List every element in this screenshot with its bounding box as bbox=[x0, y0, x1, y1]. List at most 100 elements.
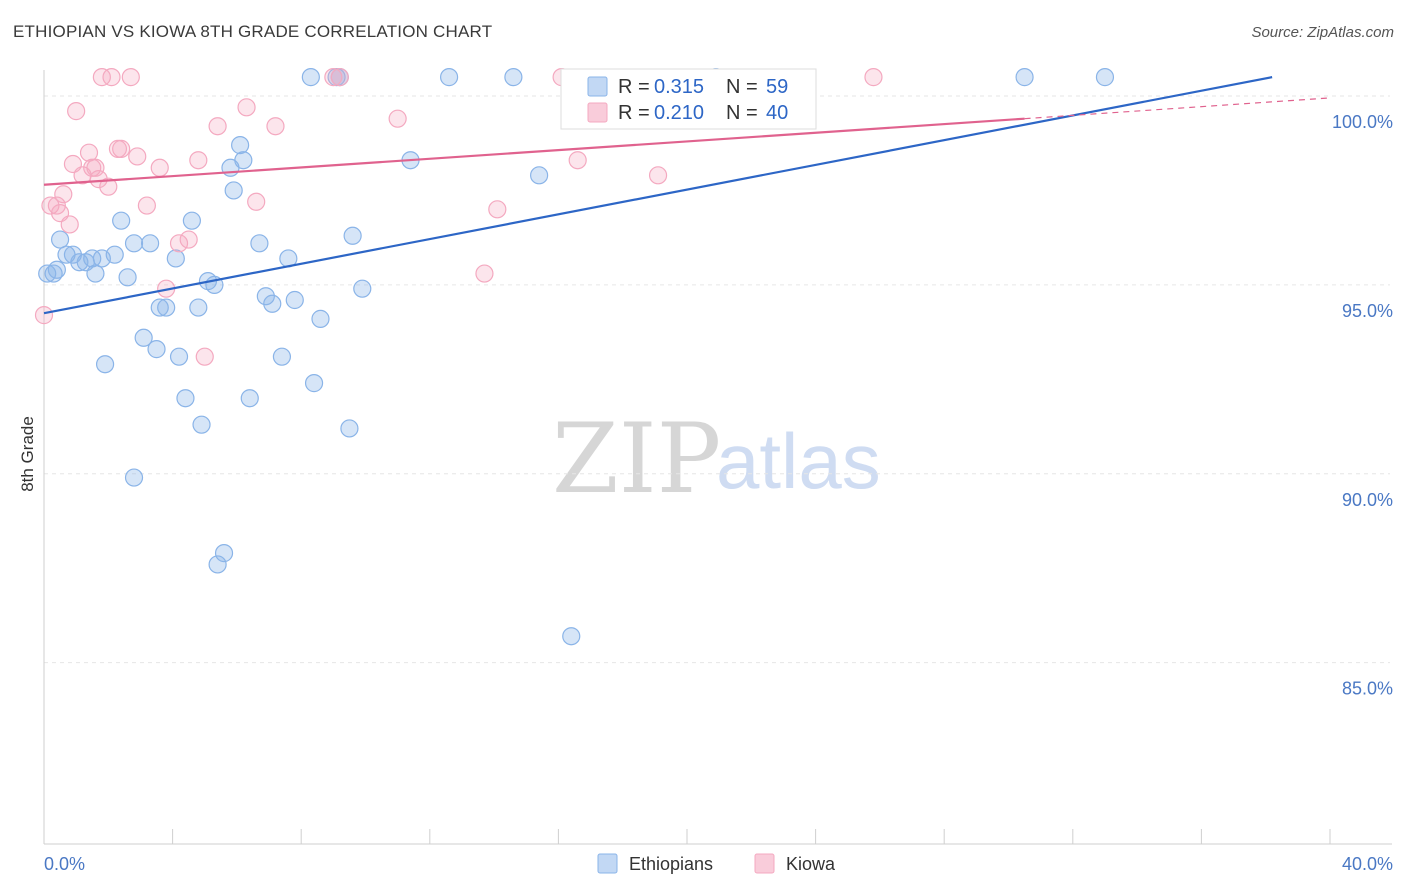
point-kiowa bbox=[648, 166, 668, 185]
point-kiowa bbox=[50, 204, 70, 223]
point-ethiopians bbox=[304, 374, 324, 393]
point-kiowa bbox=[34, 306, 54, 325]
trendline-ethiopians bbox=[43, 76, 1273, 315]
y-tick-label: 85.0% bbox=[1342, 679, 1393, 699]
point-ethiopians bbox=[38, 264, 57, 283]
point-ethiopians bbox=[105, 245, 124, 264]
point-ethiopians bbox=[240, 389, 259, 408]
watermark: ZIP atlas bbox=[552, 403, 881, 515]
point-kiowa bbox=[89, 170, 108, 189]
stats-swatch-ethiopians bbox=[587, 76, 608, 97]
point-ethiopians bbox=[112, 211, 131, 230]
point-ethiopians bbox=[208, 555, 227, 574]
x-tick-label-min: 0.0% bbox=[44, 854, 85, 874]
point-ethiopians bbox=[95, 355, 115, 374]
chart-title: ETHIOPIAN VS KIOWA 8TH GRADE CORRELATION… bbox=[13, 22, 493, 41]
x-tick-label-max: 40.0% bbox=[1342, 854, 1393, 874]
point-kiowa bbox=[41, 196, 60, 215]
y-tick-label: 100.0% bbox=[1332, 112, 1393, 132]
point-ethiopians bbox=[147, 340, 166, 359]
stats-legend: R = 0.315 N = 59 R = 0.210 N = 40 bbox=[560, 68, 817, 130]
point-ethiopians bbox=[301, 68, 320, 87]
watermark-zip: ZIP bbox=[552, 403, 721, 515]
point-ethiopians bbox=[124, 234, 144, 253]
point-ethiopians bbox=[176, 389, 195, 408]
source-label: Source: ZipAtlas.com bbox=[1251, 24, 1394, 41]
y-tick-label: 90.0% bbox=[1342, 490, 1393, 510]
point-ethiopians bbox=[234, 151, 253, 170]
point-ethiopians bbox=[192, 415, 211, 434]
point-ethiopians bbox=[166, 249, 185, 268]
point-ethiopians bbox=[353, 279, 372, 298]
y-axis-label: 8th Grade bbox=[18, 416, 37, 492]
point-ethiopians bbox=[214, 544, 234, 563]
trendline-kiowa bbox=[43, 117, 1025, 186]
point-kiowa bbox=[330, 68, 349, 87]
point-ethiopians bbox=[1095, 68, 1115, 87]
stats-r-value-kiowa: 0.210 bbox=[654, 102, 704, 124]
point-ethiopians bbox=[340, 419, 359, 438]
point-ethiopians bbox=[439, 68, 459, 87]
point-ethiopians bbox=[530, 166, 549, 185]
point-ethiopians bbox=[169, 347, 189, 366]
stats-n-value-ethiopians: 59 bbox=[766, 76, 788, 98]
point-kiowa bbox=[86, 158, 105, 177]
point-kiowa bbox=[208, 117, 227, 136]
stats-swatch-kiowa bbox=[587, 102, 608, 123]
stats-n-label-ethiopians: N = bbox=[726, 76, 758, 98]
point-kiowa bbox=[864, 68, 883, 87]
stats-r-label-kiowa: R = bbox=[618, 102, 650, 124]
point-kiowa bbox=[54, 185, 73, 204]
point-kiowa bbox=[488, 200, 507, 219]
point-ethiopians bbox=[182, 211, 201, 230]
point-kiowa bbox=[568, 151, 587, 170]
stats-n-label-kiowa: N = bbox=[726, 102, 758, 124]
point-kiowa bbox=[121, 68, 140, 87]
point-kiowa bbox=[195, 347, 214, 366]
point-kiowa bbox=[128, 147, 147, 166]
legend-swatch-kiowa bbox=[754, 853, 775, 874]
point-ethiopians bbox=[256, 287, 275, 306]
trendline-kiowa-extension bbox=[1024, 97, 1331, 120]
y-tick-label: 95.0% bbox=[1342, 301, 1393, 321]
point-ethiopians bbox=[285, 290, 304, 310]
stats-r-label-ethiopians: R = bbox=[618, 76, 650, 98]
point-ethiopians bbox=[562, 627, 581, 646]
point-kiowa bbox=[237, 98, 256, 117]
point-kiowa bbox=[79, 143, 99, 162]
point-kiowa bbox=[324, 68, 343, 87]
point-ethiopians bbox=[150, 298, 169, 317]
point-ethiopians bbox=[118, 268, 137, 287]
legend-label-kiowa: Kiowa bbox=[786, 854, 836, 874]
trendlines bbox=[43, 76, 1331, 315]
point-ethiopians bbox=[1015, 68, 1034, 87]
point-ethiopians bbox=[76, 253, 95, 272]
point-kiowa bbox=[137, 196, 156, 215]
point-kiowa bbox=[112, 139, 131, 158]
point-kiowa bbox=[99, 177, 118, 196]
point-ethiopians bbox=[124, 468, 144, 487]
point-ethiopians bbox=[140, 234, 160, 253]
point-ethiopians bbox=[47, 260, 66, 279]
point-ethiopians bbox=[50, 230, 70, 249]
point-ethiopians bbox=[311, 309, 330, 328]
point-kiowa bbox=[189, 151, 208, 170]
axes bbox=[43, 70, 1392, 845]
tick-labels: 85.0% 90.0% 95.0% 100.0% 0.0% 40.0% bbox=[44, 112, 1393, 874]
bottom-legend: Ethiopians Kiowa bbox=[597, 853, 836, 874]
point-kiowa bbox=[67, 102, 86, 121]
stats-r-value-ethiopians: 0.315 bbox=[654, 76, 704, 98]
point-kiowa bbox=[475, 264, 494, 283]
point-kiowa bbox=[169, 234, 189, 253]
point-ethiopians bbox=[263, 294, 282, 313]
point-ethiopians bbox=[343, 226, 362, 245]
point-ethiopians bbox=[231, 136, 250, 155]
stats-n-value-kiowa: 40 bbox=[766, 102, 788, 124]
point-ethiopians bbox=[134, 328, 153, 347]
data-points bbox=[34, 68, 1115, 646]
point-kiowa bbox=[266, 117, 285, 136]
point-ethiopians bbox=[189, 298, 208, 317]
gridlines bbox=[44, 95, 1390, 664]
point-ethiopians bbox=[250, 234, 269, 253]
